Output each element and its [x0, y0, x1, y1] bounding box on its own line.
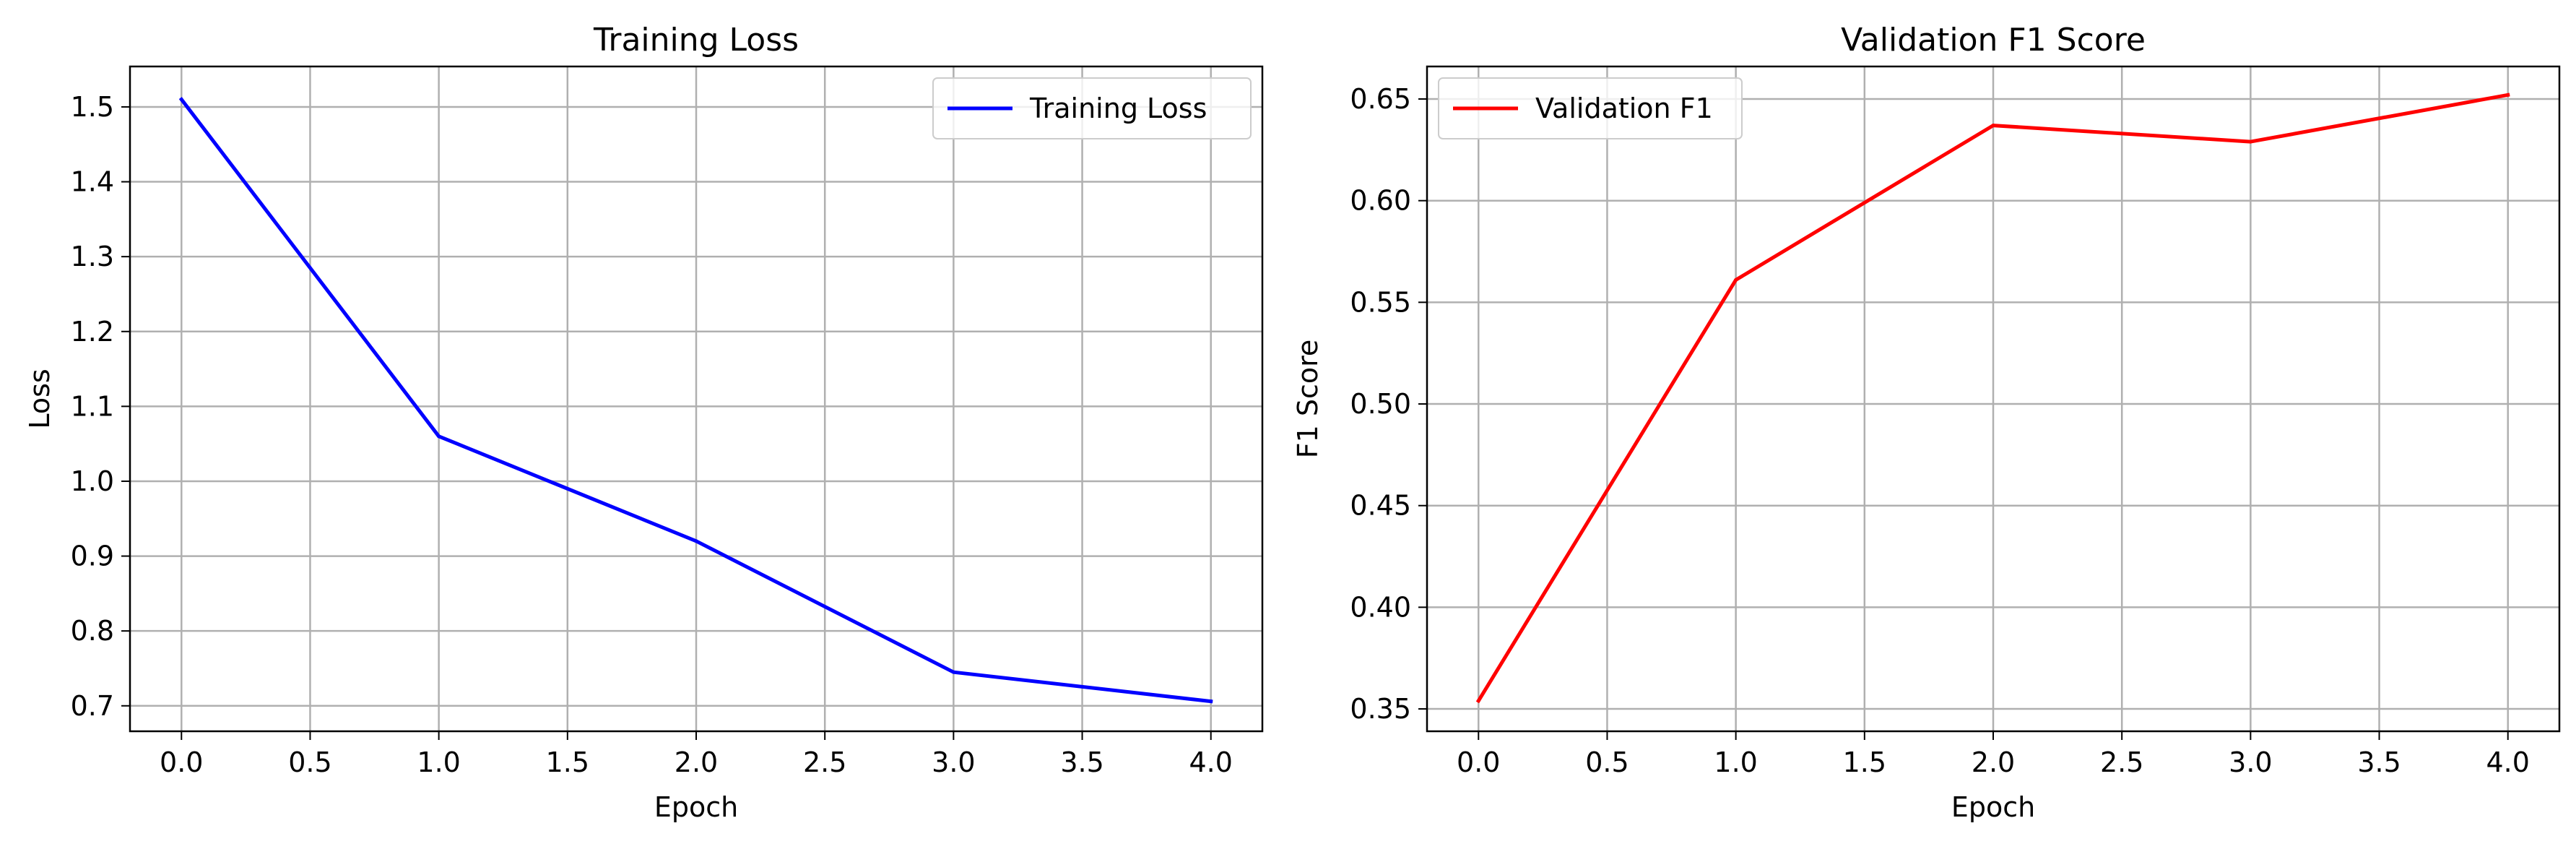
y-tick-label: 1.1 — [71, 390, 114, 422]
subplot-1: 0.0 0.5 1.0 1.5 2.0 2.5 3.0 3.5 4.0 0.35 0.40 0.45 0… — [1292, 22, 2561, 823]
x-axis-label: Epoch — [654, 791, 738, 823]
chart-title: Training Loss — [593, 22, 799, 59]
y-tick-label: 0.50 — [1350, 388, 1411, 420]
y-tick-label: 1.3 — [71, 241, 114, 272]
data-point — [1209, 699, 1213, 704]
legend: Validation F1 — [1438, 77, 1743, 139]
x-tick-label: 0.5 — [288, 746, 331, 778]
y-tick-label: 0.9 — [71, 541, 114, 572]
data-point — [1991, 124, 1995, 128]
data-point — [2506, 92, 2510, 97]
y-tick-label: 1.2 — [71, 316, 114, 348]
x-tick-label: 2.5 — [803, 746, 846, 778]
data-point — [694, 539, 698, 543]
data-point — [2248, 139, 2252, 144]
data-point — [437, 434, 441, 439]
data-point — [951, 670, 955, 674]
y-tick-label: 0.7 — [71, 690, 114, 722]
y-tick-label: 0.35 — [1350, 693, 1411, 725]
x-axis-label: Epoch — [1951, 791, 2035, 823]
x-tick-label: 3.0 — [932, 746, 975, 778]
x-tick-label: 1.0 — [417, 746, 460, 778]
y-tick-label: 0.45 — [1350, 490, 1411, 522]
y-tick-label: 0.8 — [71, 615, 114, 647]
legend-label: Validation F1 — [1535, 92, 1713, 124]
x-tick-label: 3.0 — [2229, 746, 2272, 778]
x-tick-label: 4.0 — [2486, 746, 2530, 778]
y-axis-label: F1 Score — [1292, 340, 1324, 459]
chart-title: Validation F1 Score — [1841, 22, 2146, 59]
x-tick-label: 2.0 — [1972, 746, 2015, 778]
x-tick-label: 1.0 — [1714, 746, 1757, 778]
y-tick-label: 0.55 — [1350, 286, 1411, 318]
data-point — [1734, 277, 1738, 282]
data-point — [1476, 699, 1480, 703]
legend-box — [932, 77, 1252, 139]
x-tick-label: 4.0 — [1189, 746, 1233, 778]
x-tick-label: 1.5 — [546, 746, 589, 778]
y-tick-label: 1.0 — [71, 465, 114, 497]
grid — [1427, 66, 2559, 731]
x-tick-label: 0.5 — [1585, 746, 1629, 778]
x-tick-label: 3.5 — [2357, 746, 2401, 778]
y-tick-label: 0.40 — [1350, 591, 1411, 623]
y-tick-label: 0.60 — [1350, 185, 1411, 217]
y-tick-label: 0.65 — [1350, 83, 1411, 115]
legend-label: Training Loss — [1029, 92, 1207, 124]
x-tick-label: 2.0 — [675, 746, 718, 778]
x-tick-label: 0.0 — [160, 746, 203, 778]
x-tick-label: 3.5 — [1060, 746, 1103, 778]
x-tick-label: 0.0 — [1457, 746, 1500, 778]
legend: Training Loss — [932, 77, 1252, 139]
subplot-0: 0.0 0.5 1.0 1.5 2.0 2.5 3.0 3.5 4.0 0.7 0.8 0.9 1.0 1… — [24, 22, 1264, 823]
y-axis-label: Loss — [24, 369, 56, 429]
grid — [130, 66, 1262, 731]
x-tick-label: 1.5 — [1843, 746, 1886, 778]
data-point — [179, 98, 183, 102]
legend-box — [1438, 77, 1743, 139]
x-tick-label: 2.5 — [2100, 746, 2143, 778]
y-tick-label: 1.4 — [71, 166, 114, 198]
y-tick-label: 1.5 — [71, 91, 114, 123]
